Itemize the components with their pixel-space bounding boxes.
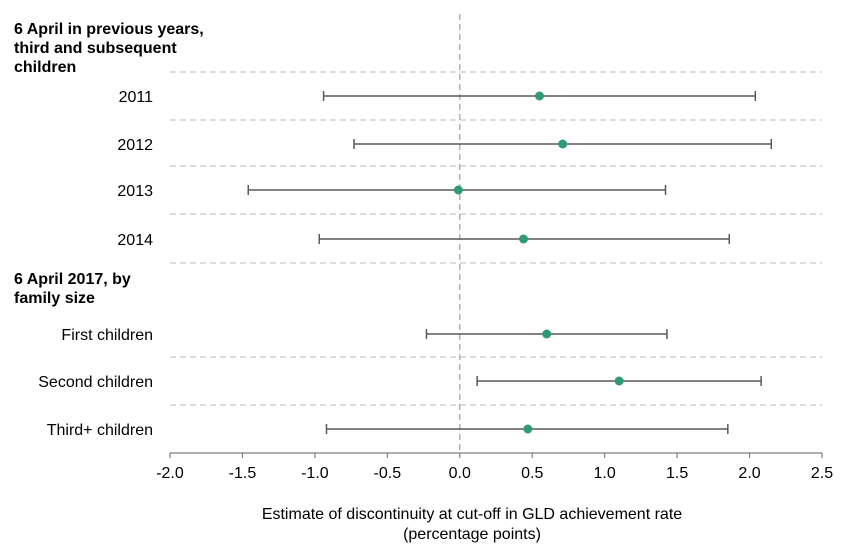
x-axis-title-line1: Estimate of discontinuity at cut-off in … [261,506,683,523]
row-label: 2011 [119,89,154,106]
x-tick-label: -0.5 [374,465,402,482]
group-title-previous-years: 6 April in previous years, third and sub… [14,21,204,76]
estimate-point [523,424,533,434]
row-label: 2014 [117,232,153,249]
x-tick-label: 2.5 [811,465,833,482]
x-tick-label: -1.0 [301,465,329,482]
estimate-point [542,329,552,339]
x-tick-label: 1.0 [594,465,616,482]
x-axis-title: Estimate of discontinuity at cut-off in … [0,505,848,545]
x-tick-label: 2.0 [738,465,760,482]
estimate-point [534,91,544,101]
estimate-point [614,376,624,386]
estimate-point [519,234,529,244]
row-label: Second children [38,374,153,391]
x-axis-title-line2: (percentage points) [403,526,541,543]
row-label: 2012 [117,137,153,154]
x-tick-label: -2.0 [156,465,184,482]
x-tick-label: 0.5 [521,465,543,482]
row-label: Third+ children [47,422,153,439]
x-tick-label: 0.0 [449,465,471,482]
x-tick-label: 1.5 [666,465,688,482]
estimate-point [453,185,463,195]
row-label: First children [61,327,153,344]
x-tick-label: -1.5 [229,465,257,482]
group-title-2017-family-size: 6 April 2017, by family size [14,271,131,307]
row-label: 2013 [117,183,153,200]
estimate-point [558,139,568,149]
